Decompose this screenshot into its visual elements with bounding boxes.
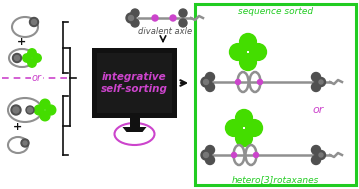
Ellipse shape	[34, 105, 44, 115]
Circle shape	[319, 80, 323, 84]
Ellipse shape	[23, 54, 31, 62]
Ellipse shape	[33, 54, 41, 62]
Circle shape	[312, 156, 321, 164]
Circle shape	[179, 19, 187, 27]
Text: hetero[3]rotaxanes: hetero[3]rotaxanes	[232, 176, 319, 184]
Ellipse shape	[28, 59, 36, 67]
Text: +: +	[13, 122, 23, 132]
Circle shape	[312, 146, 321, 154]
Ellipse shape	[40, 99, 50, 109]
Circle shape	[11, 105, 21, 115]
Circle shape	[312, 73, 321, 81]
Bar	[92, 48, 177, 118]
Text: +: +	[17, 37, 25, 47]
Ellipse shape	[239, 54, 256, 70]
Circle shape	[253, 153, 258, 157]
Ellipse shape	[28, 49, 36, 57]
Text: divalent axle: divalent axle	[138, 28, 192, 36]
Circle shape	[232, 153, 237, 157]
Circle shape	[131, 9, 139, 17]
Circle shape	[312, 83, 321, 91]
Circle shape	[205, 73, 214, 81]
Circle shape	[236, 80, 241, 84]
Circle shape	[21, 139, 29, 147]
Circle shape	[179, 9, 187, 17]
Circle shape	[13, 53, 22, 63]
Circle shape	[14, 56, 19, 60]
Circle shape	[152, 15, 158, 21]
Circle shape	[126, 13, 136, 23]
Ellipse shape	[40, 111, 50, 121]
Text: or: or	[32, 73, 42, 83]
Circle shape	[201, 150, 211, 160]
Text: sequence sorted: sequence sorted	[238, 6, 313, 15]
Circle shape	[204, 153, 209, 157]
Ellipse shape	[236, 109, 252, 126]
Bar	[130, 118, 140, 127]
Bar	[195, 4, 356, 185]
Circle shape	[28, 108, 33, 112]
Circle shape	[32, 19, 37, 25]
Ellipse shape	[250, 44, 266, 60]
Circle shape	[26, 106, 34, 114]
Ellipse shape	[246, 120, 262, 136]
Circle shape	[131, 19, 139, 27]
Circle shape	[13, 107, 19, 113]
Circle shape	[129, 15, 134, 20]
Ellipse shape	[225, 120, 242, 136]
Ellipse shape	[239, 33, 256, 50]
Circle shape	[257, 80, 262, 84]
Text: or: or	[312, 105, 324, 115]
Circle shape	[201, 77, 211, 87]
Text: integrative
self-sorting: integrative self-sorting	[101, 72, 168, 94]
Circle shape	[204, 80, 209, 84]
Bar	[97, 53, 172, 113]
Circle shape	[170, 15, 176, 21]
Circle shape	[317, 150, 326, 160]
Circle shape	[319, 153, 323, 157]
Circle shape	[23, 141, 27, 145]
Ellipse shape	[46, 105, 56, 115]
Circle shape	[205, 156, 214, 164]
Circle shape	[317, 77, 326, 87]
Ellipse shape	[236, 130, 252, 146]
Ellipse shape	[229, 44, 246, 60]
Circle shape	[205, 83, 214, 91]
Circle shape	[29, 18, 38, 26]
Circle shape	[205, 146, 214, 154]
Polygon shape	[122, 127, 146, 132]
